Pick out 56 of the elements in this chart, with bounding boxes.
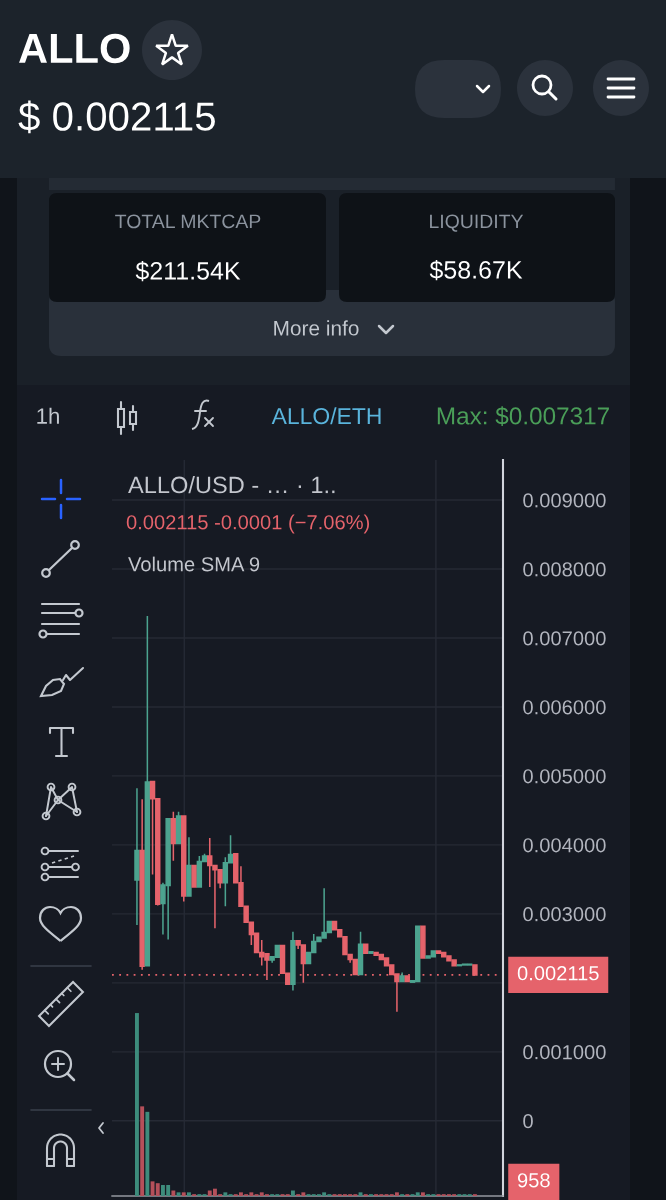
- text: Max: $0.007317: [437, 406, 609, 426]
- bar: [415, 1192, 420, 1196]
- candlestick: [363, 943, 369, 954]
- bar: [394, 1192, 399, 1196]
- bar: [145, 1111, 150, 1196]
- candlestick: [290, 931, 296, 992]
- y-tick-label: 0.004000: [523, 838, 606, 853]
- bar: [420, 1192, 425, 1196]
- bar: [155, 1183, 160, 1196]
- text: More info: [274, 320, 359, 336]
- y-tick-label: 0: [523, 1114, 533, 1129]
- bar: [223, 1192, 228, 1196]
- candlestick: [144, 615, 151, 967]
- ref-line-label: 0.002115: [517, 966, 599, 981]
- bar: [171, 1190, 176, 1196]
- bar: [140, 1106, 145, 1196]
- candlestick: [357, 931, 364, 976]
- candlestick: [186, 836, 192, 897]
- y-tick-label: 0.009000: [523, 493, 606, 508]
- candlestick: [181, 815, 187, 903]
- text: 0.002115 -0.0001 (−7.06%): [126, 514, 370, 534]
- y-tick-label: 0.003000: [523, 907, 606, 922]
- text: $211.54K: [135, 260, 241, 282]
- text: 958: [517, 1173, 550, 1188]
- bar: [176, 1192, 181, 1196]
- bar: [181, 1192, 186, 1196]
- bar: [187, 1192, 191, 1196]
- text: $ 0.002115: [18, 100, 215, 134]
- candlestick: [196, 855, 203, 888]
- candlestick: [435, 950, 442, 954]
- candlestick: [472, 964, 478, 976]
- text: TOTAL MKTCAP: [115, 214, 261, 229]
- candlestick: [461, 963, 468, 966]
- text: ALLO: [19, 33, 130, 64]
- text: ALLO/USD - … · 1..: [128, 475, 335, 494]
- text: 1h: [37, 407, 59, 424]
- candlestick: [420, 925, 426, 959]
- candlestick: [175, 811, 182, 845]
- candlestick: [368, 951, 374, 954]
- candlestick: [139, 798, 145, 971]
- candlestick: [170, 811, 177, 862]
- y-tick-label: 0.006000: [523, 700, 606, 715]
- text: LIQUIDITY: [430, 214, 524, 232]
- text: ALLO/ETH: [271, 407, 381, 425]
- chart-title: Volume SMA 9: [128, 556, 260, 572]
- text: $58.67K: [429, 259, 523, 281]
- candlestick: [191, 864, 197, 888]
- bar: [290, 1190, 295, 1196]
- y-tick-label: 0.005000: [523, 769, 606, 784]
- bar: [135, 1013, 139, 1196]
- y-tick-label: 0.007000: [523, 631, 606, 646]
- candlestick: [399, 971, 405, 983]
- candlestick: [456, 964, 463, 967]
- y-tick-label: 0.008000: [523, 562, 606, 577]
- candlestick: [134, 787, 140, 926]
- y-tick-label: 0.001000: [523, 1045, 606, 1060]
